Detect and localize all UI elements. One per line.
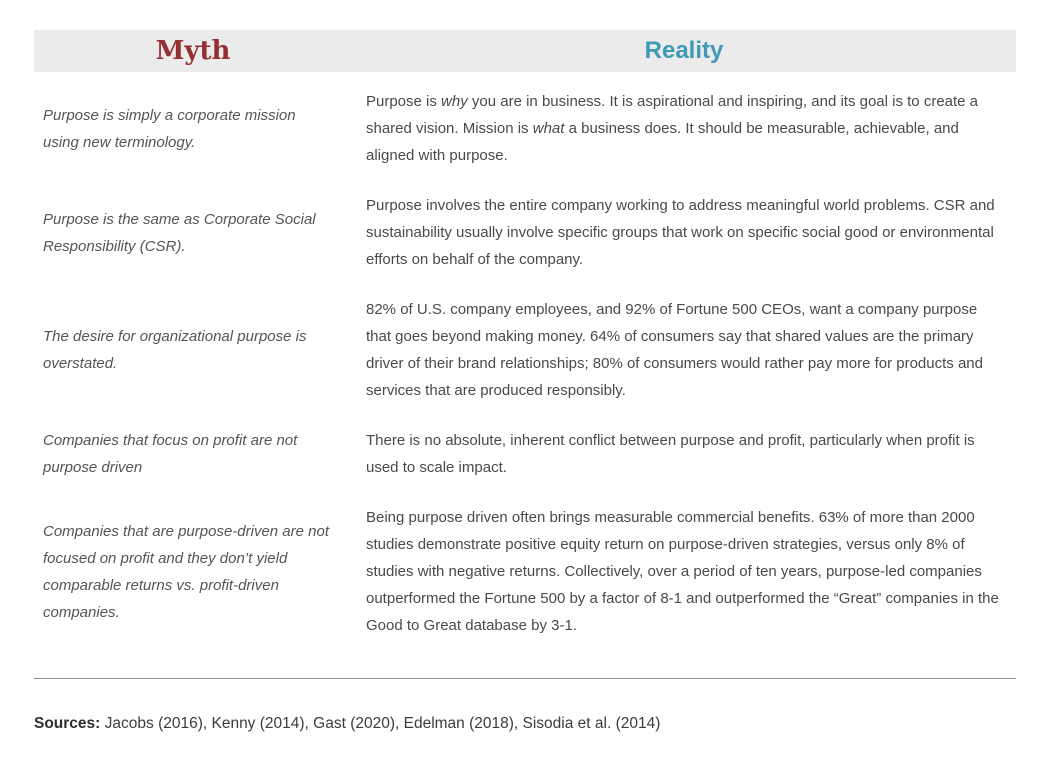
reality-cell: 82% of U.S. company employees, and 92% o…	[352, 296, 1016, 404]
reality-text: There is no absolute, inherent conflict …	[366, 432, 975, 476]
reality-cell: Purpose involves the entire company work…	[352, 192, 1016, 273]
myth-cell: Purpose is simply a corporate mission us…	[43, 106, 296, 151]
sources-line: Sources: Jacobs (2016), Kenny (2014), Ga…	[34, 713, 1016, 735]
myth-reality-table-body: Purpose is simply a corporate mission us…	[34, 77, 1016, 651]
table-row: Purpose is the same as Corporate Social …	[34, 181, 1016, 285]
reality-text: you are in business. It is aspirational …	[366, 93, 979, 137]
reality-text: a business does. It should be measurable…	[366, 120, 959, 164]
reality-column-header: Reality	[644, 37, 724, 64]
table-row: Purpose is simply a corporate mission us…	[34, 77, 1016, 181]
table-row: The desire for organizational purpose is…	[34, 285, 1016, 416]
table-row: Companies that are purpose-driven are no…	[34, 493, 1016, 651]
myth-cell: Purpose is the same as Corporate Social …	[43, 210, 316, 255]
sources-label: Sources:	[34, 715, 101, 732]
reality-text-emphasis: why	[441, 93, 468, 110]
footer-divider-line	[34, 678, 1016, 679]
table-row: Companies that focus on profit are not p…	[34, 416, 1016, 493]
myth-cell: The desire for organizational purpose is…	[43, 328, 307, 372]
reality-text: 82% of U.S. company employees, and 92% o…	[366, 301, 983, 399]
reality-cell: Being purpose driven often brings measur…	[352, 504, 1016, 639]
myth-cell: Companies that are purpose-driven are no…	[43, 522, 329, 621]
reality-text: Purpose is	[366, 93, 442, 110]
myth-column-header: Myth	[155, 36, 231, 66]
myth-cell: Companies that focus on profit are not p…	[43, 432, 298, 476]
myth-reality-page: Myth Reality Purpose is simply a corpora…	[34, 0, 1016, 735]
reality-text: Purpose involves the entire company work…	[366, 197, 995, 268]
reality-cell: Purpose is why you are in business. It i…	[352, 88, 1016, 169]
sources-text: Jacobs (2016), Kenny (2014), Gast (2020)…	[100, 715, 661, 732]
reality-cell: There is no absolute, inherent conflict …	[352, 427, 1016, 481]
table-header-row: Myth Reality	[34, 30, 1016, 72]
reality-text-emphasis: what	[532, 120, 565, 137]
reality-text: Being purpose driven often brings measur…	[366, 509, 999, 634]
